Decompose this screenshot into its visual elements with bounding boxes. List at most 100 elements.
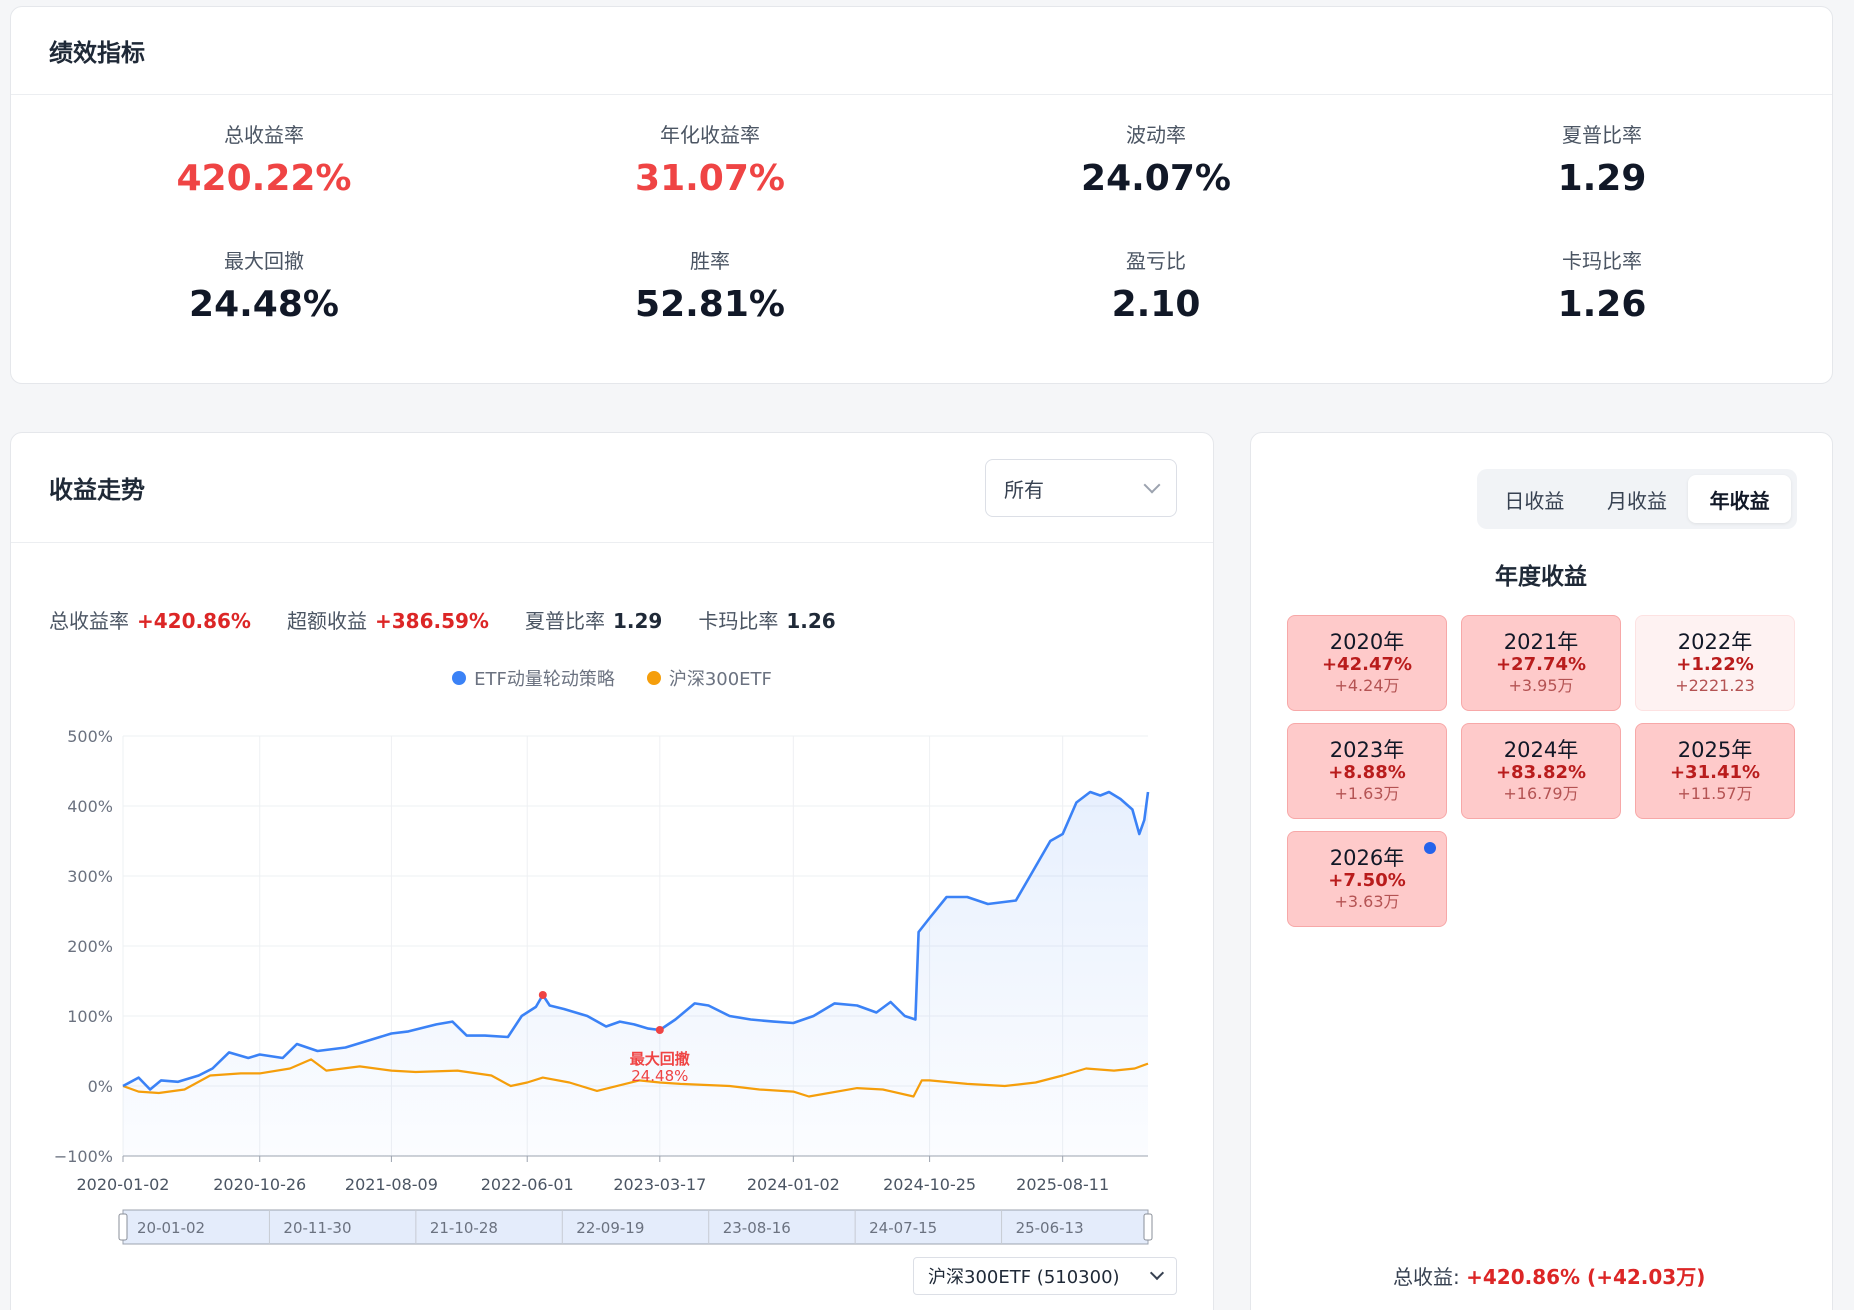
legend-item-strategy[interactable]: ETF动量轮动策略 [452,665,615,691]
zoom-label: 22-09-19 [576,1219,644,1237]
metric-item: 盈亏比 2.10 [933,245,1379,325]
return-line-chart[interactable]: 500% 400% 300% 200% 100% 0% −100% 2020-01-02 202… [11,433,1215,1253]
zoom-slider[interactable]: 20-01-02 20-11-30 21-10-28 22-09-19 23-08-16… [118,1209,1153,1245]
metric-value: 2.10 [1111,284,1201,325]
drawdown-peak-point [538,991,547,999]
chart-stat-label: 总收益率 [49,609,129,633]
chart-stat: 夏普比率 1.29 [525,605,662,634]
zoom-label: 24-07-15 [869,1219,937,1237]
drawdown-label: 最大回撤 [630,1050,690,1068]
annual-return-cell[interactable]: 2026年 +7.50% +3.63万 [1287,831,1447,927]
x-tick-label: 2022-06-01 [481,1175,574,1194]
x-tick-label: 2021-08-09 [345,1175,438,1194]
annual-return-year: 2023年 [1329,738,1405,762]
y-tick-label: −100% [54,1147,113,1166]
current-year-dot-icon [1424,842,1436,854]
metric-label: 胜率 [690,249,730,273]
metric-item: 年化收益率 31.07% [487,119,933,199]
annual-return-amount: +3.95万 [1508,676,1574,695]
chart-stat-value: 1.29 [612,609,663,633]
chart-legend: ETF动量轮动策略 沪深300ETF [11,665,1213,691]
annual-return-pct: +1.22% [1676,654,1754,675]
metric-item: 卡玛比率 1.26 [1379,245,1825,325]
annual-return-year: 2021年 [1503,630,1579,654]
performance-metrics-card: 绩效指标 总收益率 420.22% 年化收益率 31.07% 波动率 24.07% 夏普比率… [10,6,1833,384]
metric-value: 24.48% [189,284,339,325]
annual-return-cell[interactable]: 2025年 +31.41% +11.57万 [1635,723,1795,819]
metric-label: 盈亏比 [1126,249,1186,273]
metric-value: 420.22% [176,158,352,199]
y-tick-label: 400% [67,797,113,816]
annual-return-pct: +31.41% [1669,762,1761,783]
metric-label: 波动率 [1126,123,1186,147]
zoom-label: 25-06-13 [1016,1219,1084,1237]
metric-item: 最大回撤 24.48% [41,245,487,325]
zoom-label: 20-11-30 [283,1219,351,1237]
annual-return-amount: +4.24万 [1334,676,1400,695]
range-select-value: 所有 [1004,477,1044,502]
metric-label: 总收益率 [224,123,304,147]
annual-return-cell[interactable]: 2022年 +1.22% +2221.23 [1635,615,1795,711]
metric-value: 24.07% [1081,158,1231,199]
annual-return-amount: +11.57万 [1677,784,1753,803]
annual-return-cell[interactable]: 2024年 +83.82% +16.79万 [1461,723,1621,819]
total-return-value: +420.86% (+42.03万) [1466,1265,1706,1289]
metrics-card-header: 绩效指标 [11,7,1832,95]
y-tick-label: 200% [67,937,113,956]
annual-return-year: 2026年 [1329,846,1405,870]
benchmark-select[interactable]: 沪深300ETF (510300) [913,1257,1177,1295]
tab-monthly[interactable]: 月收益 [1607,488,1667,513]
annual-return-year: 2025年 [1677,738,1753,762]
total-return-line: 总收益: +420.86% (+42.03万) [1251,1261,1832,1290]
range-select[interactable]: 所有 [985,459,1177,517]
drawdown-trough-point [655,1026,664,1034]
zoom-handle[interactable] [1143,1213,1153,1241]
annual-return-amount: +2221.23 [1675,676,1755,695]
benchmark-select-value: 沪深300ETF (510300) [928,1267,1120,1288]
tab-daily[interactable]: 日收益 [1504,488,1565,513]
chart-stat-label: 夏普比率 [524,609,605,633]
chart-stat: 卡玛比率 1.26 [698,605,835,634]
annual-return-cell[interactable]: 2021年 +27.74% +3.95万 [1461,615,1621,711]
y-tick-label: 500% [67,727,113,746]
annual-return-year: 2020年 [1329,630,1405,654]
return-trend-card: 收益走势 所有 总收益率 +420.86% 超额收益 +386.59% 夏普比率 1.29… [10,432,1214,1310]
zoom-handle[interactable] [118,1213,128,1241]
x-tick-label: 2020-10-26 [213,1175,306,1194]
tab-yearly[interactable]: 年收益 [1688,475,1792,523]
metric-item: 夏普比率 1.29 [1379,119,1825,199]
benchmark-series-line [122,1058,1149,1098]
metric-label: 夏普比率 [1562,123,1642,147]
metric-label: 卡玛比率 [1562,249,1642,273]
annual-returns-title: 年度收益 [1495,564,1587,590]
y-tick-label: 100% [67,1007,113,1026]
legend-item-benchmark[interactable]: 沪深300ETF [646,665,772,691]
metric-value: 1.29 [1557,158,1647,199]
annual-return-cell[interactable]: 2023年 +8.88% +1.63万 [1287,723,1447,819]
annual-return-pct: +8.88% [1328,762,1406,783]
metric-item: 胜率 52.81% [487,245,933,325]
metric-value: 1.26 [1557,284,1647,325]
chart-stat-value: 1.26 [786,609,836,633]
x-tick-label: 2024-10-25 [883,1175,976,1194]
zoom-track [122,1209,1149,1245]
chart-card-title: 收益走势 [49,476,145,504]
y-tick-label: 300% [67,867,113,886]
annual-return-pct: +83.82% [1495,762,1587,783]
metric-label: 最大回撤 [224,249,304,273]
period-returns-card: 日收益 月收益 年收益 年度收益 2020年 +42.47% +4.24万 2021年 +2… [1250,432,1833,1310]
x-tick-label: 2023-03-17 [613,1175,706,1194]
total-return-label: 总收益: [1393,1265,1467,1289]
chart-stat-label: 超额收益 [286,609,367,633]
annual-return-amount: +1.63万 [1334,784,1400,803]
x-tick-label: 2020-01-02 [77,1175,170,1194]
metrics-card-title: 绩效指标 [49,39,145,67]
strategy-area [123,792,1148,1156]
metric-label: 年化收益率 [660,123,760,147]
zoom-label: 23-08-16 [723,1219,791,1237]
annual-return-amount: +3.63万 [1334,892,1400,911]
annual-return-pct: +27.74% [1495,654,1587,675]
zoom-label: 21-10-28 [430,1219,498,1237]
chart-stat-value: +420.86% [137,609,251,633]
annual-return-cell[interactable]: 2020年 +42.47% +4.24万 [1287,615,1447,711]
